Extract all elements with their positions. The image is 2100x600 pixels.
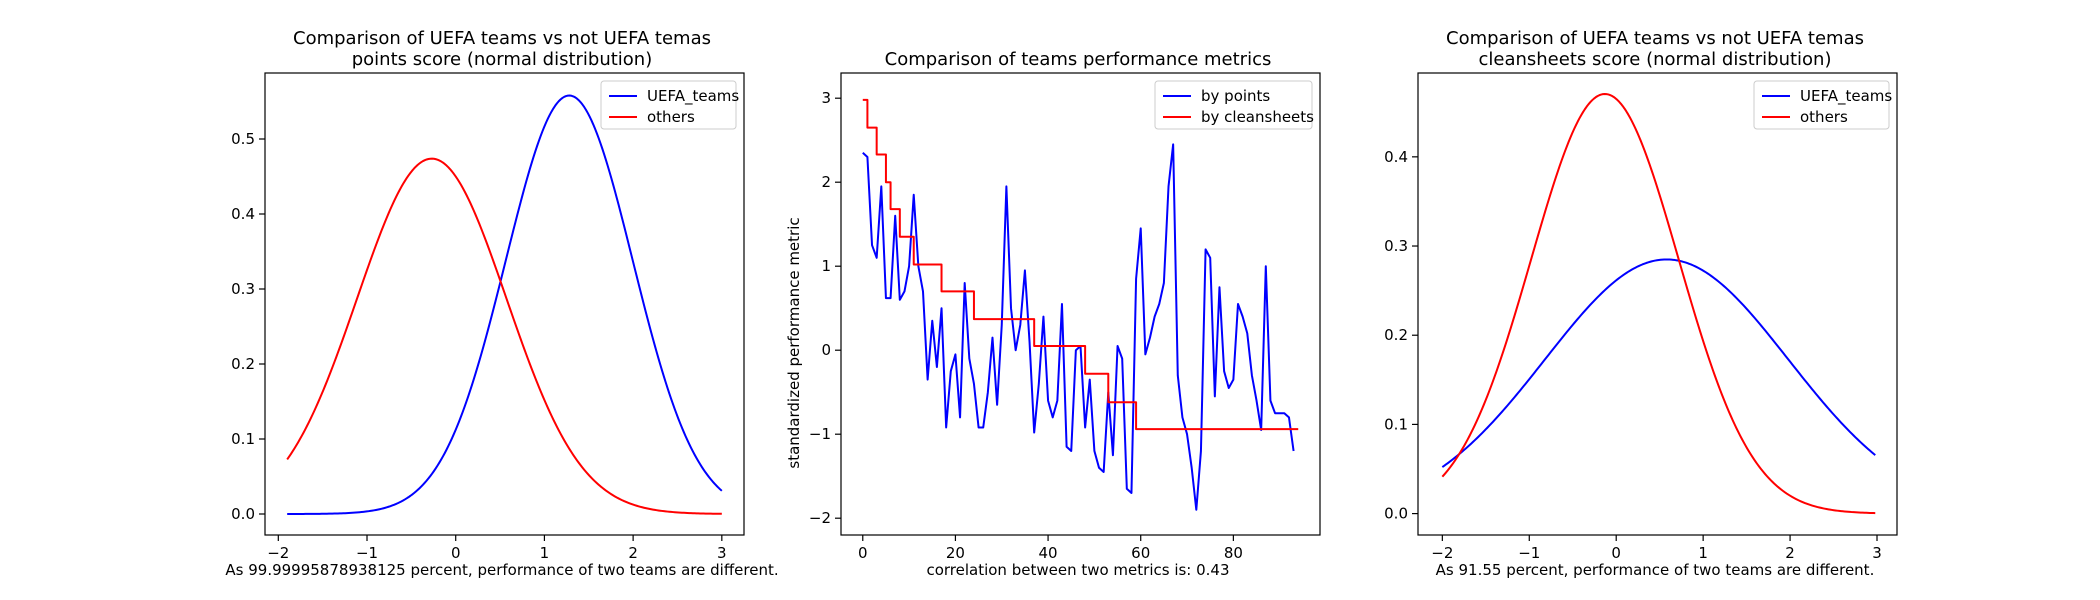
y-tick-label: 0 <box>821 341 831 359</box>
chart1-plot-area: −2 −1 0 1 2 3 0.0 0.1 0.2 0.3 0.4 0.5 UEFA_teamsothe… <box>231 72 745 562</box>
legend: by points by cleansheets <box>1154 80 1314 130</box>
x-tick-label: 2 <box>628 544 638 562</box>
x-tick-label: 0 <box>451 544 461 562</box>
y-tick-label: 0.3 <box>1384 237 1408 255</box>
x-tick-label: −2 <box>1431 544 1453 562</box>
chart3-title-line1: Comparison of UEFA teams vs not UEFA tem… <box>1446 28 1864 49</box>
x-tick-label: 20 <box>946 544 965 562</box>
x-tick-label: 80 <box>1224 544 1243 562</box>
series-line-uefa-teams <box>1441 258 1876 468</box>
chart1-x-axis-label: As 99.99995878938125 percent, performanc… <box>225 561 778 579</box>
y-tick-label: 0.5 <box>231 130 255 148</box>
x-tick-label: 0 <box>858 544 868 562</box>
legend-label: by cleansheets <box>1201 108 1314 126</box>
legend-label: UEFA_teams <box>1800 87 1892 106</box>
chart1-title-line2: points score (normal distribution) <box>352 49 653 70</box>
x-tick-label: −1 <box>356 544 378 562</box>
x-tick-label: 1 <box>540 544 550 562</box>
legend-label: by points <box>1201 87 1270 105</box>
chart2-plot-area: 0 20 40 60 80 −2 −1 0 1 2 3 by points by cleansheets <box>809 72 1321 562</box>
chart3-title-line2: cleansheets score (normal distribution) <box>1478 49 1831 70</box>
chart2-y-axis-label: standardized performance metric <box>785 217 803 468</box>
x-tick-label: 60 <box>1131 544 1150 562</box>
x-tick-label: 0 <box>1611 544 1621 562</box>
x-tick-label: −2 <box>267 544 289 562</box>
axes-frame <box>264 72 745 536</box>
axes-frame <box>1417 72 1898 536</box>
series-line-by-cleansheets <box>862 98 1299 431</box>
y-tick-label: −1 <box>809 425 831 443</box>
chart-panel-points: Comparison of UEFA teams vs not UEFA tem… <box>225 28 778 579</box>
chart2-x-axis-label: correlation between two metrics is: 0.43 <box>926 561 1229 579</box>
y-tick-label: −2 <box>809 509 831 527</box>
series-line-others <box>286 157 722 515</box>
y-tick-label: 0.4 <box>1384 148 1408 166</box>
x-tick-label: −1 <box>1518 544 1540 562</box>
chart2-title: Comparison of teams performance metrics <box>885 49 1272 70</box>
x-tick-label: 40 <box>1039 544 1058 562</box>
y-tick-label: 0.4 <box>231 205 255 223</box>
chart-panel-cleansheets: Comparison of UEFA teams vs not UEFA tem… <box>1384 28 1898 579</box>
y-tick-label: 0.0 <box>231 505 255 523</box>
chart-panel-metrics: Comparison of teams performance metrics … <box>785 49 1321 579</box>
y-tick-label: 0.2 <box>231 355 255 373</box>
y-tick-label: 0.0 <box>1384 505 1408 523</box>
legend-box <box>1154 80 1313 130</box>
x-tick-label: 3 <box>717 544 727 562</box>
x-tick-label: 3 <box>1872 544 1882 562</box>
series-line-by-points <box>862 143 1295 511</box>
chart1-title-line1: Comparison of UEFA teams vs not UEFA tem… <box>293 28 711 49</box>
legend-label: UEFA_teams <box>647 87 739 106</box>
y-tick-label: 0.3 <box>231 280 255 298</box>
y-tick-label: 1 <box>821 257 831 275</box>
series-line-uefa-teams <box>287 94 723 515</box>
y-tick-label: 3 <box>821 89 831 107</box>
x-tick-label: 1 <box>1698 544 1708 562</box>
chart3-x-axis-label: As 91.55 percent, performance of two tea… <box>1436 561 1875 579</box>
y-tick-label: 0.1 <box>1384 415 1408 433</box>
y-tick-label: 0.1 <box>231 430 255 448</box>
legend-label: others <box>1800 108 1848 126</box>
axes-frame <box>840 72 1321 536</box>
y-tick-label: 0.2 <box>1384 326 1408 344</box>
y-tick-label: 2 <box>821 173 831 191</box>
legend-label: others <box>647 108 695 126</box>
series-line-others <box>1441 93 1876 515</box>
x-tick-label: 2 <box>1785 544 1795 562</box>
